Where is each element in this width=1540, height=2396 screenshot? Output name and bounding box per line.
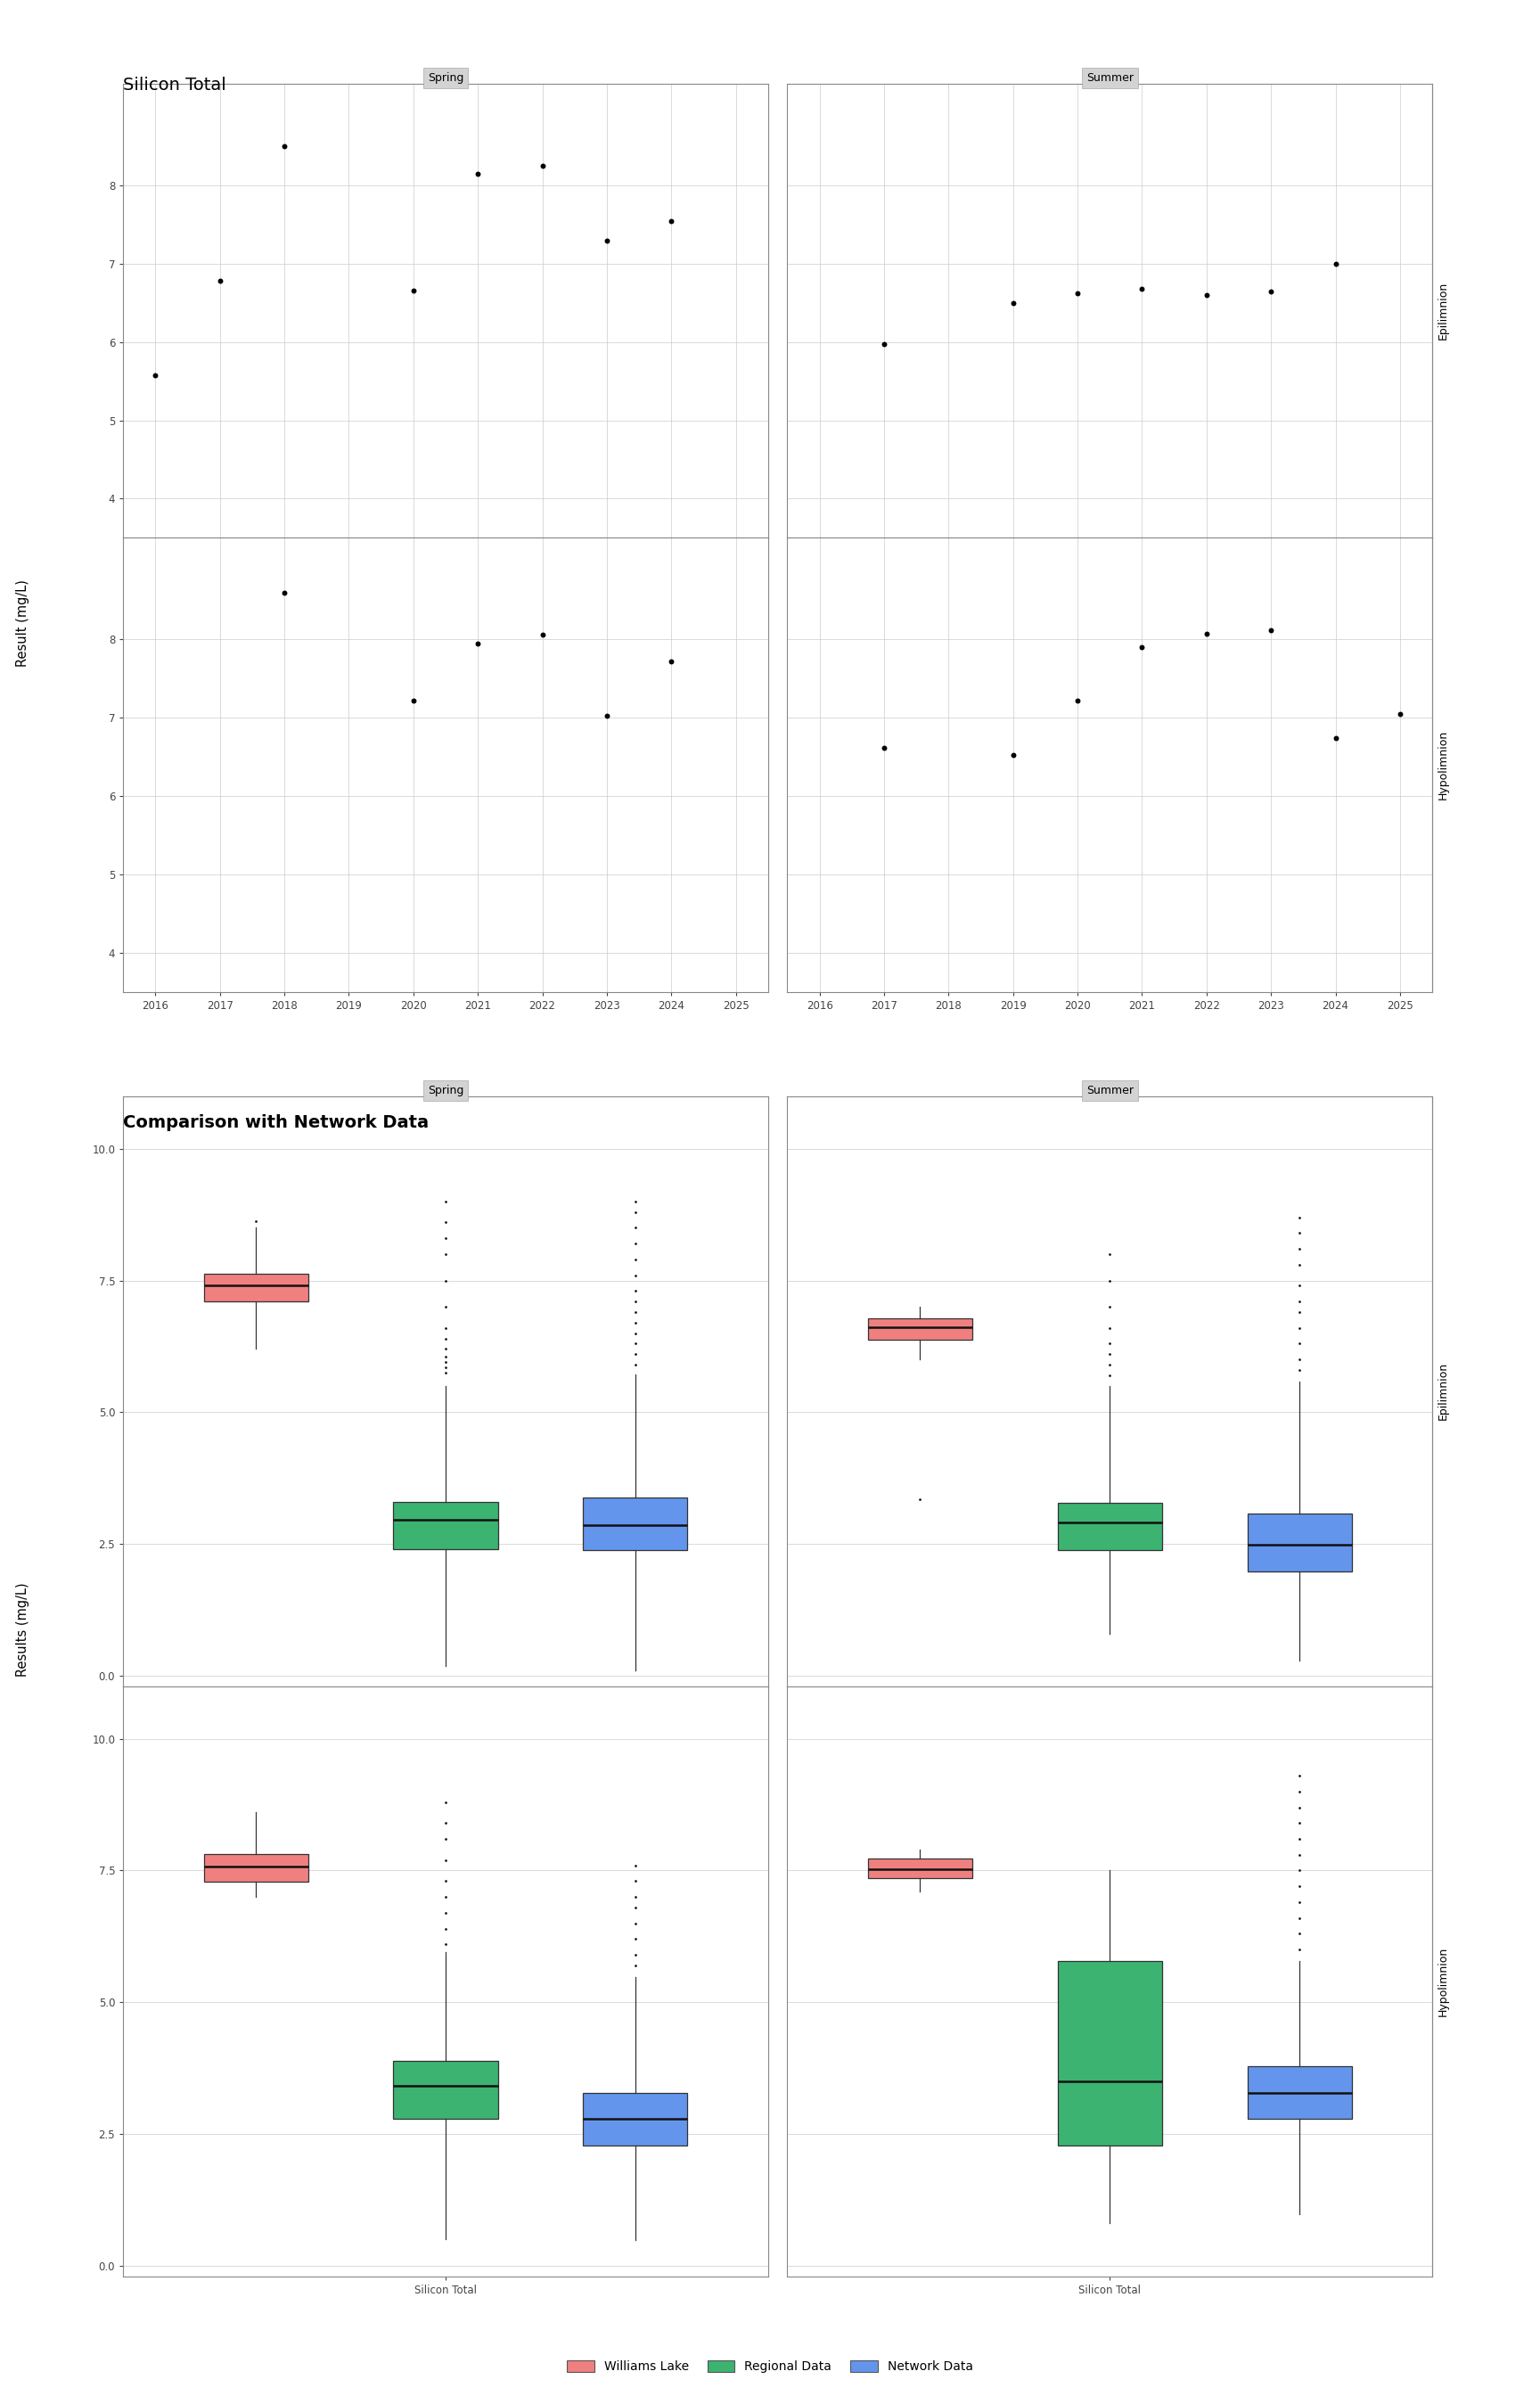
Y-axis label: Hypolimnion: Hypolimnion <box>1437 731 1449 800</box>
Point <box>1066 276 1090 314</box>
Point <box>1001 736 1026 774</box>
Bar <box>869 1318 972 1339</box>
Point <box>594 220 619 259</box>
Point <box>659 642 684 680</box>
Bar <box>203 1855 308 1883</box>
Point <box>400 680 425 719</box>
Point <box>872 323 896 362</box>
Bar <box>1247 2065 1352 2118</box>
Bar <box>1247 1514 1352 1572</box>
Point <box>530 616 554 654</box>
Point <box>1323 719 1348 757</box>
Bar <box>1058 1962 1163 2144</box>
Point <box>1258 273 1283 311</box>
Point <box>1388 527 1412 565</box>
Title: Summer: Summer <box>1086 1085 1133 1095</box>
Point <box>659 201 684 240</box>
Title: Summer: Summer <box>1086 72 1133 84</box>
Y-axis label: Epilimnion: Epilimnion <box>1437 283 1449 340</box>
Point <box>400 271 425 309</box>
Point <box>465 156 490 194</box>
Text: Comparison with Network Data: Comparison with Network Data <box>123 1114 430 1131</box>
Point <box>872 728 896 767</box>
Bar <box>584 2092 687 2144</box>
Text: Results (mg/L): Results (mg/L) <box>17 1581 29 1677</box>
Point <box>1323 244 1348 283</box>
Legend: Williams Lake, Regional Data, Network Data: Williams Lake, Regional Data, Network Da… <box>562 2355 978 2377</box>
Bar <box>203 1275 308 1301</box>
Bar <box>869 1859 972 1878</box>
Bar <box>393 1502 497 1550</box>
Point <box>1258 611 1283 649</box>
Bar <box>584 1498 687 1550</box>
Point <box>1130 271 1155 309</box>
Point <box>208 261 233 300</box>
Point <box>1388 695 1412 733</box>
Y-axis label: Hypolimnion: Hypolimnion <box>1437 1946 1449 2015</box>
Point <box>530 146 554 184</box>
Point <box>1001 283 1026 321</box>
Y-axis label: Epilimnion: Epilimnion <box>1437 1361 1449 1421</box>
Point <box>273 573 297 611</box>
Point <box>273 127 297 165</box>
Title: Spring: Spring <box>428 1085 464 1095</box>
Bar <box>1058 1502 1163 1550</box>
Text: Silicon Total: Silicon Total <box>123 77 226 93</box>
Point <box>594 697 619 736</box>
Point <box>465 625 490 664</box>
Text: Result (mg/L): Result (mg/L) <box>17 580 29 666</box>
Point <box>1130 628 1155 666</box>
Point <box>1066 680 1090 719</box>
Point <box>143 357 168 395</box>
Bar <box>393 2061 497 2118</box>
Point <box>1194 276 1218 314</box>
Title: Spring: Spring <box>428 72 464 84</box>
Point <box>1194 616 1218 654</box>
